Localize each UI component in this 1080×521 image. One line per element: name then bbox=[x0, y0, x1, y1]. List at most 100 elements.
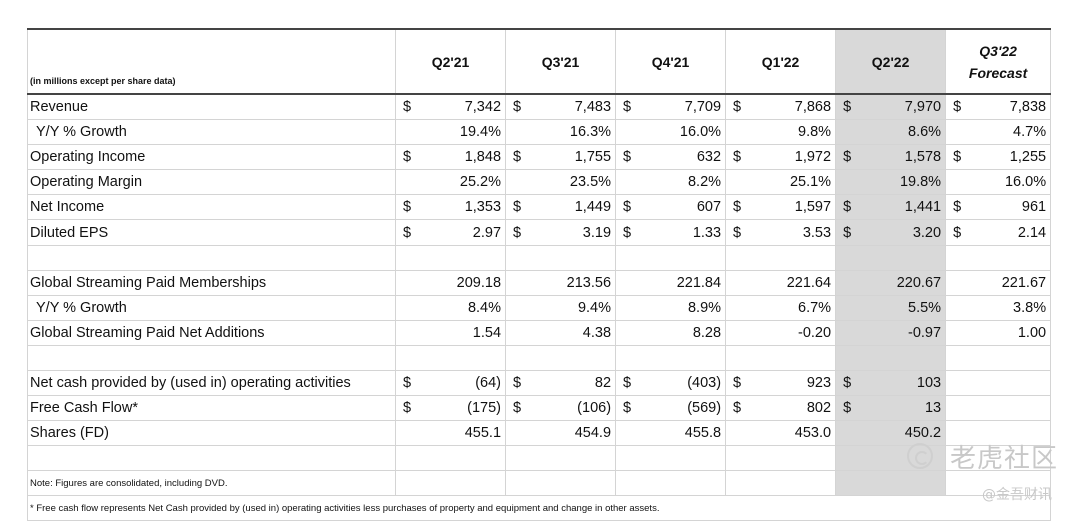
value-cell: -0.20 bbox=[748, 319, 837, 346]
currency-cell: $ bbox=[835, 144, 859, 171]
period-header: Q1'22 bbox=[725, 28, 837, 95]
table-row: Net cash provided by (used in) operating… bbox=[27, 369, 1052, 396]
note-filler-cell bbox=[725, 470, 837, 497]
currency-cell bbox=[395, 294, 419, 321]
currency-cell bbox=[615, 169, 639, 196]
value-cell: (64) bbox=[418, 369, 507, 396]
spacer-row bbox=[27, 344, 1052, 371]
currency-cell: $ bbox=[505, 219, 529, 246]
table-row: Free Cash Flow* $ (175) $ (106) $ (569) $802 $13 bbox=[27, 394, 1052, 422]
value-cell: 1,441 bbox=[858, 194, 947, 221]
value-cell: 213.56 bbox=[528, 269, 617, 296]
value-cell bbox=[968, 420, 1052, 447]
currency-cell bbox=[945, 369, 969, 396]
period-header: Q3'21 bbox=[505, 28, 617, 95]
financial-summary-table: (in millions except per share data) Q2'2… bbox=[26, 28, 1052, 521]
currency-cell: $ bbox=[615, 394, 639, 422]
row-label: Global Streaming Paid Memberships bbox=[27, 269, 396, 296]
value-cell: 632 bbox=[638, 144, 727, 171]
note-filler-cell bbox=[615, 470, 727, 497]
value-cell bbox=[968, 394, 1052, 422]
row-label: Free Cash Flow* bbox=[27, 394, 396, 422]
row-label: Net Income bbox=[27, 194, 396, 221]
value-cell: 923 bbox=[748, 369, 837, 396]
period-header: Q2'21 bbox=[394, 28, 507, 95]
note-text: Note: Figures are consolidated, includin… bbox=[27, 470, 396, 497]
currency-cell: $ bbox=[395, 194, 419, 221]
row-label: Global Streaming Paid Net Additions bbox=[27, 319, 396, 346]
value-cell: 6.7% bbox=[748, 294, 837, 321]
value-cell: 9.4% bbox=[528, 294, 617, 321]
value-cell: 25.1% bbox=[748, 169, 837, 196]
row-label: Operating Margin bbox=[27, 169, 396, 196]
value-cell: 2.14 bbox=[968, 219, 1052, 246]
value-cell: (403) bbox=[638, 369, 727, 396]
value-cell: 1.00 bbox=[968, 319, 1052, 346]
value-cell: 455.8 bbox=[638, 420, 727, 447]
currency-cell bbox=[945, 169, 969, 196]
value-cell: 5.5% bbox=[858, 294, 947, 321]
value-cell: 13 bbox=[858, 394, 947, 422]
value-cell: 221.84 bbox=[638, 269, 727, 296]
value-cell: 221.67 bbox=[968, 269, 1052, 296]
currency-cell: $ bbox=[505, 194, 529, 221]
currency-cell bbox=[835, 169, 859, 196]
value-cell: 8.4% bbox=[418, 294, 507, 321]
currency-cell: $ bbox=[835, 219, 859, 246]
value-cell: 450.2 bbox=[858, 420, 947, 447]
value-cell: 8.6% bbox=[858, 119, 947, 146]
value-cell: 3.8% bbox=[968, 294, 1052, 321]
value-cell: 802 bbox=[748, 394, 837, 422]
value-cell bbox=[528, 344, 617, 371]
value-cell: 1,353 bbox=[418, 194, 507, 221]
value-cell bbox=[748, 445, 837, 472]
currency-cell: $ bbox=[505, 144, 529, 171]
currency-cell: $ bbox=[945, 219, 969, 246]
value-cell: 1,755 bbox=[528, 144, 617, 171]
currency-cell: $ bbox=[725, 369, 749, 396]
value-cell: 607 bbox=[638, 194, 727, 221]
value-cell: (106) bbox=[528, 394, 617, 422]
period-header: Q4'21 bbox=[615, 28, 727, 95]
currency-cell bbox=[945, 344, 969, 371]
currency-cell bbox=[945, 269, 969, 296]
value-cell bbox=[638, 445, 727, 472]
currency-cell bbox=[835, 319, 859, 346]
row-label bbox=[27, 445, 396, 472]
value-cell bbox=[528, 445, 617, 472]
value-cell: (175) bbox=[418, 394, 507, 422]
currency-cell bbox=[615, 244, 639, 271]
note-filler-cell bbox=[395, 470, 507, 497]
currency-cell bbox=[835, 244, 859, 271]
value-cell: 23.5% bbox=[528, 169, 617, 196]
currency-cell bbox=[505, 269, 529, 296]
value-cell: 7,342 bbox=[418, 93, 507, 121]
currency-cell: $ bbox=[615, 219, 639, 246]
value-cell: 1,255 bbox=[968, 144, 1052, 171]
footnote-row: * Free cash flow represents Net Cash pro… bbox=[26, 495, 1052, 521]
note-filler-cell bbox=[835, 470, 947, 497]
currency-cell: $ bbox=[395, 93, 419, 121]
value-cell bbox=[968, 344, 1052, 371]
value-cell: 455.1 bbox=[418, 420, 507, 447]
value-cell: 19.8% bbox=[858, 169, 947, 196]
forecast-period: Q3'22 bbox=[979, 42, 1017, 59]
value-cell bbox=[418, 244, 507, 271]
currency-cell bbox=[725, 319, 749, 346]
currency-cell bbox=[835, 119, 859, 146]
value-cell: (569) bbox=[638, 394, 727, 422]
value-cell: 9.8% bbox=[748, 119, 837, 146]
value-cell: 8.2% bbox=[638, 169, 727, 196]
value-cell: 221.64 bbox=[748, 269, 837, 296]
value-cell: 25.2% bbox=[418, 169, 507, 196]
row-label: Revenue bbox=[27, 93, 396, 121]
value-cell bbox=[638, 244, 727, 271]
forecast-label: Forecast bbox=[968, 64, 1028, 81]
value-cell: 1,972 bbox=[748, 144, 837, 171]
forecast-header: Q3'22 Forecast bbox=[945, 28, 1052, 95]
value-cell: 7,838 bbox=[968, 93, 1052, 121]
currency-cell: $ bbox=[945, 144, 969, 171]
currency-cell bbox=[615, 420, 639, 447]
currency-cell: $ bbox=[725, 144, 749, 171]
currency-cell: $ bbox=[505, 394, 529, 422]
